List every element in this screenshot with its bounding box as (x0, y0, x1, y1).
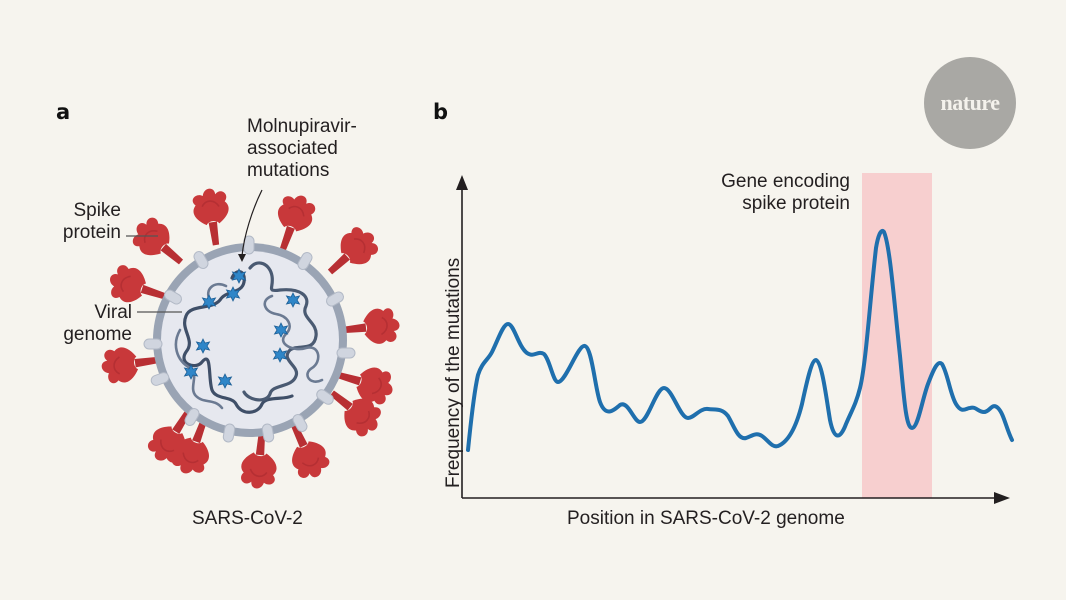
spike-label-line1: Spike (73, 200, 121, 221)
chart (456, 173, 1014, 504)
mutations-label: Molnupiravir- associated mutations (247, 116, 357, 182)
mutations-arrow (241, 189, 263, 257)
spike-gene-label-line2: spike protein (742, 193, 850, 214)
spike-label-line2: protein (62, 222, 121, 243)
spike-protein-label: Spike protein (50, 200, 121, 244)
spike-gene-label-line1: Gene encoding (721, 171, 850, 192)
genome-label-line2: genome (63, 324, 132, 345)
panel-a-label: a (56, 100, 71, 124)
mutations-arrowhead-icon (238, 254, 246, 262)
mutations-label-line2: associated (247, 138, 338, 159)
mutations-label-line3: mutations (247, 160, 330, 181)
spike-gene-label: Gene encoding spike protein (690, 171, 850, 215)
panel-b-label: b (433, 100, 449, 124)
mutation-frequency-line (466, 229, 1014, 452)
membrane-proteins (143, 235, 356, 443)
nature-logo-text: nature (940, 90, 1000, 115)
y-axis-label: Frequency of the mutations (443, 257, 464, 488)
y-axis-arrow-icon (456, 175, 468, 190)
genome-label-line1: Viral (94, 302, 132, 323)
virus-title: SARS-CoV-2 (192, 508, 303, 529)
mutations-label-line1: Molnupiravir- (247, 116, 357, 137)
x-axis-label: Position in SARS-CoV-2 genome (567, 508, 845, 529)
viral-genome-label: Viral genome (60, 302, 132, 346)
x-axis-arrow-icon (994, 492, 1010, 504)
nature-logo: nature (924, 57, 1016, 149)
